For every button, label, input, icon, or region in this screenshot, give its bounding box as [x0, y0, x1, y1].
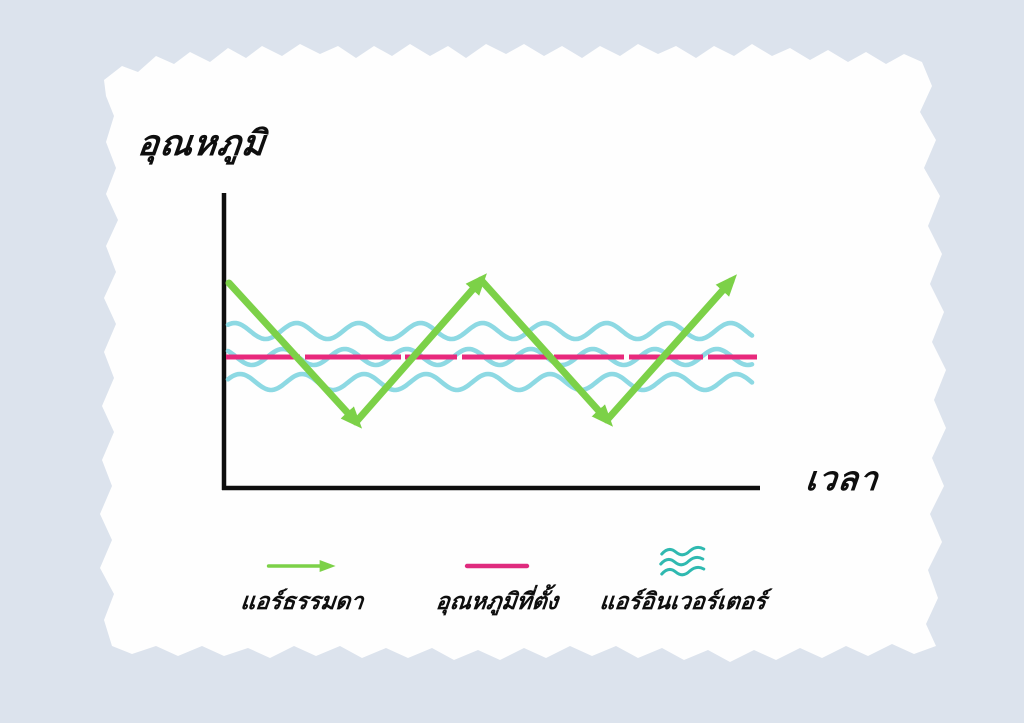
legend: แอร์ธรรมดา อุณหภูมิที่ตั้ง แอร์อินเวอร์เ… — [0, 538, 1024, 648]
legend-label-normal-ac: แอร์ธรรมดา — [239, 589, 365, 615]
normal-ac-segment-0 — [225, 279, 363, 429]
legend-item-normal-ac: แอร์ธรรมดา — [239, 538, 365, 620]
legend-label-inverter-ac: แอร์อินเวอร์เตอร์ — [598, 589, 768, 615]
legend-item-set-temperature: อุณหภูมิที่ตั้ง — [434, 538, 560, 620]
legend-item-inverter-ac: แอร์อินเวอร์เตอร์ — [598, 538, 768, 620]
normal-ac-segment-2 — [477, 276, 614, 427]
inverter-ac-wave-2 — [225, 371, 755, 393]
green-arrow-icon — [267, 560, 336, 572]
normal-ac-segment-3 — [603, 274, 737, 424]
normal-ac-segment-1 — [352, 273, 487, 426]
legend-label-set-temperature: อุณหภูมิที่ตั้ง — [434, 589, 560, 615]
teal-waves-icon — [659, 545, 706, 577]
inverter-ac-wave-0 — [225, 320, 755, 342]
pink-line-icon — [464, 563, 530, 569]
